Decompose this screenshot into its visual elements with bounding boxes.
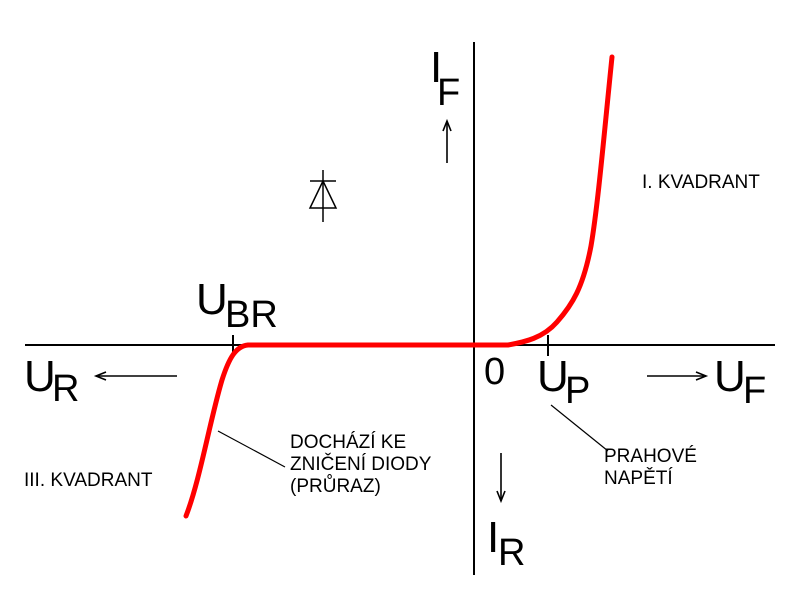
threshold-annotation-line2: NAPĚTÍ	[604, 468, 673, 489]
diode-vi-curve	[183, 54, 615, 519]
y-positive-main: I	[430, 43, 443, 92]
first-quadrant-label: I. KVADRANT	[642, 172, 760, 193]
x-negative-label: U	[24, 355, 56, 399]
x-positive-label: U	[714, 355, 746, 399]
x-positive-main: U	[714, 352, 746, 401]
x-negative-main: U	[24, 352, 56, 401]
left-arrow-icon	[93, 371, 177, 381]
threshold-main: U	[537, 352, 569, 401]
threshold-sub-text: P	[565, 370, 591, 412]
threshold-annotation-line1: PRAHOVÉ	[604, 446, 697, 467]
threshold-annotation: PRAHOVÉ NAPĚTÍ	[604, 446, 697, 490]
x-negative-sub-text: R	[52, 368, 80, 410]
y-negative-label: I	[487, 516, 499, 560]
y-negative-main: I	[487, 513, 500, 562]
y-positive-label: I	[430, 46, 442, 90]
x-negative-subscript: R	[52, 370, 79, 408]
y-positive-subscript: F	[437, 74, 460, 112]
threshold-voltage-subscript: P	[565, 372, 590, 410]
origin-text: 0	[484, 351, 506, 393]
x-positive-subscript: F	[743, 372, 766, 410]
origin-label: 0	[484, 353, 505, 391]
breakdown-annotation-line3: (PRŮRAZ)	[290, 476, 381, 497]
down-arrow-icon	[496, 453, 506, 504]
y-negative-sub-text: R	[498, 532, 526, 574]
y-positive-sub-text: F	[437, 72, 461, 114]
threshold-leader-line	[550, 404, 609, 452]
breakdown-voltage-subscript: BR	[225, 296, 278, 334]
diode-symbol-icon	[308, 170, 338, 222]
breakdown-annotation: DOCHÁZÍ KE ZNIČENÍ DIODY (PRŮRAZ)	[290, 432, 431, 498]
up-arrow-icon	[442, 118, 452, 163]
breakdown-annotation-line1: DOCHÁZÍ KE	[290, 432, 407, 453]
breakdown-annotation-line2: ZNIČENÍ DIODY	[290, 454, 432, 475]
breakdown-voltage-label: U	[196, 278, 228, 322]
y-negative-subscript: R	[498, 534, 525, 572]
breakdown-sub-text: BR	[225, 294, 278, 336]
breakdown-main: U	[196, 275, 228, 324]
threshold-voltage-label: U	[537, 355, 569, 399]
third-quadrant-label: III. KVADRANT	[24, 470, 153, 491]
right-arrow-icon	[647, 371, 709, 381]
x-positive-sub-text: F	[743, 370, 767, 412]
breakdown-leader-line	[217, 430, 286, 468]
